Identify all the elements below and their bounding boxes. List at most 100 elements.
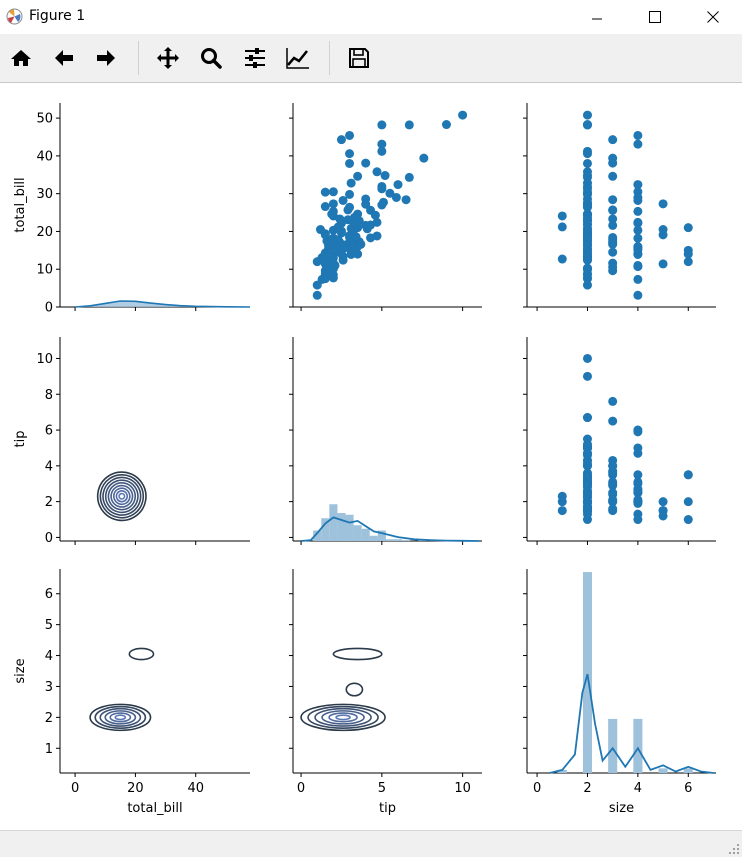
scatter-point: [633, 427, 642, 436]
scatter-point: [377, 120, 386, 129]
scatter-point: [402, 195, 411, 204]
scatter-point: [583, 503, 592, 512]
y-tick-label: 50: [36, 112, 53, 127]
scatter-point: [458, 111, 467, 120]
scatter-tip-vs-size: [558, 354, 693, 524]
scatter-point: [373, 167, 382, 176]
scatter-point: [583, 232, 592, 241]
scatter-point: [345, 190, 354, 199]
resize-grip-icon[interactable]: [728, 843, 740, 855]
save-button[interactable]: [344, 43, 374, 73]
hist-bar: [386, 539, 394, 541]
edit-axes-button[interactable]: [283, 43, 313, 73]
y-tick-label: 3: [45, 680, 53, 695]
kde-contours-size_vs_total_bill: [90, 648, 153, 730]
y-tick-label: 8: [45, 388, 53, 403]
scatter-point: [379, 198, 388, 207]
x-tick-label: 20: [127, 781, 144, 796]
y-tick-label: 6: [45, 424, 53, 439]
contour-level: [118, 493, 126, 501]
scatter-point: [608, 248, 617, 257]
scatter-point: [659, 225, 668, 234]
scatter-point: [659, 259, 668, 268]
scatter-point: [583, 442, 592, 451]
scatter-point: [321, 188, 330, 197]
scatter-point: [322, 262, 331, 271]
scatter-point: [684, 250, 693, 259]
scatter-point: [392, 193, 401, 202]
back-button[interactable]: [49, 43, 79, 73]
scatter-point: [608, 397, 617, 406]
hist-bar: [370, 536, 378, 541]
scatter-point: [684, 470, 693, 479]
scatter-point: [659, 199, 668, 208]
y-tick-label: 0: [45, 531, 53, 546]
scatter-point: [339, 256, 348, 265]
scatter-point: [583, 413, 592, 422]
sliders-icon: [243, 46, 267, 70]
contour-island: [346, 683, 362, 695]
scatter-point: [583, 354, 592, 363]
y-tick-label: 5: [45, 618, 53, 633]
scatter-point: [583, 188, 592, 197]
minimize-button[interactable]: [568, 0, 626, 34]
hist-bar: [608, 719, 617, 773]
y-tick-label: 2: [45, 495, 53, 510]
floppy-disk-icon: [347, 46, 371, 70]
status-bar: [0, 830, 742, 857]
scatter-point: [343, 215, 352, 224]
scatter-point: [442, 120, 451, 129]
scatter-point: [558, 222, 567, 231]
y-tick-label: 10: [36, 352, 53, 367]
hist-size: [558, 572, 693, 773]
home-button[interactable]: [6, 43, 36, 73]
scatter-point: [608, 205, 617, 214]
maximize-button[interactable]: [626, 0, 684, 34]
close-button[interactable]: [684, 0, 742, 34]
scatter-point: [608, 504, 617, 513]
scatter-point: [352, 232, 361, 241]
x-tick-label: 0: [71, 781, 79, 796]
scatter-point: [659, 497, 668, 506]
scatter-point: [331, 235, 340, 244]
scatter-point: [608, 481, 617, 490]
x-axis-label-tip: tip: [379, 801, 396, 816]
maximize-icon: [649, 11, 661, 23]
scatter-point: [608, 495, 617, 504]
zoom-button[interactable]: [196, 43, 226, 73]
scatter-point: [347, 179, 356, 188]
toolbar-separator: [138, 41, 139, 75]
hist-bar: [402, 540, 410, 541]
scatter-point: [373, 231, 382, 240]
panel-total_bill-vs-size: [523, 103, 716, 311]
scatter-point: [583, 211, 592, 220]
x-tick-label: 0: [297, 781, 305, 796]
x-axis-label-size: size: [609, 801, 634, 816]
scatter-point: [327, 210, 336, 219]
scatter-point: [377, 184, 386, 193]
line-chart-icon: [285, 46, 311, 70]
magnifier-icon: [199, 46, 223, 70]
kde-contours-size_vs_tip: [301, 648, 385, 730]
scatter-point: [345, 131, 354, 140]
scatter-point: [633, 245, 642, 254]
scatter-point: [633, 207, 642, 216]
y-tick-label: 2: [45, 711, 53, 726]
hist-bar: [329, 504, 337, 541]
hist-bar: [684, 768, 693, 773]
navigation-toolbar: [0, 35, 742, 83]
scatter-point: [633, 196, 642, 205]
y-tick-label: 1: [45, 742, 53, 757]
x-tick-label: 10: [454, 781, 471, 796]
scatter-point: [583, 219, 592, 228]
configure-subplots-button[interactable]: [240, 43, 270, 73]
pan-button[interactable]: [153, 43, 183, 73]
forward-button[interactable]: [91, 43, 121, 73]
scatter-point: [633, 449, 642, 458]
y-tick-label: 10: [36, 263, 53, 278]
scatter-point: [583, 159, 592, 168]
